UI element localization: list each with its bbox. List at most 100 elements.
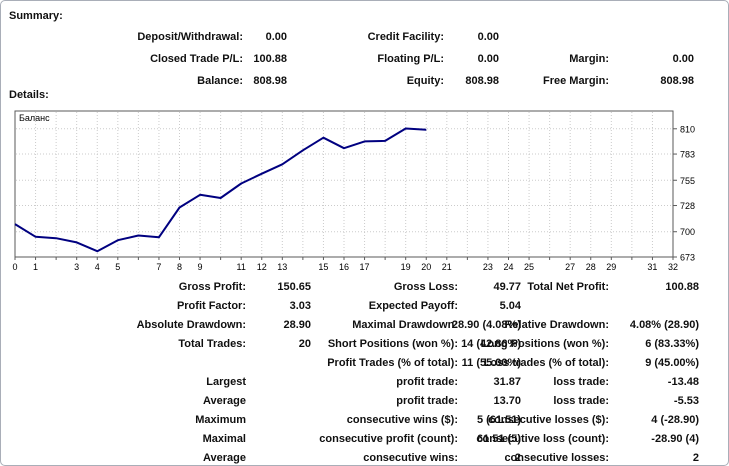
stat-value: 100.88 bbox=[253, 53, 287, 65]
stat-label: Free Margin: bbox=[542, 75, 609, 87]
stat-label: Maximal bbox=[202, 432, 246, 445]
summary-row: Deposit/Withdrawal: 0.00 Credit Facility… bbox=[9, 26, 694, 48]
y-tick-label: 700 bbox=[680, 227, 695, 237]
balance-line bbox=[14, 127, 427, 253]
x-tick-label: 3 bbox=[74, 262, 79, 272]
stat-label: Profit Trades (% of total): bbox=[327, 356, 458, 369]
stat-label: Credit Facility: bbox=[367, 31, 444, 43]
stat-label: Closed Trade P/L: bbox=[150, 53, 243, 65]
stat-label: Equity: bbox=[406, 75, 444, 87]
stat-label: Average bbox=[202, 394, 246, 407]
details-heading: Details: bbox=[9, 89, 49, 101]
summary-heading: Summary: bbox=[9, 10, 63, 22]
stat-label: consecutive loss (count): bbox=[476, 432, 609, 445]
details-table: Gross Profit: 150.65 Gross Loss: 49.77 T… bbox=[9, 277, 699, 465]
stat-value: 0.00 bbox=[477, 53, 499, 65]
x-tick-label: 32 bbox=[668, 262, 678, 272]
x-tick-label: 19 bbox=[401, 262, 411, 272]
x-tick-label: 25 bbox=[524, 262, 534, 272]
stat-label: Loss trades (% of total): bbox=[483, 356, 609, 369]
x-tick-label: 24 bbox=[503, 262, 513, 272]
stat-value: 20 bbox=[298, 337, 311, 350]
x-tick-label: 28 bbox=[586, 262, 596, 272]
y-tick-label: 673 bbox=[680, 253, 695, 263]
x-tick-label: 11 bbox=[237, 262, 246, 272]
stat-value: 14 (42.86%) bbox=[461, 337, 521, 350]
stat-value: 31.87 bbox=[493, 375, 521, 388]
stat-label: consecutive losses ($): bbox=[487, 413, 609, 426]
stat-label: loss trade: bbox=[553, 394, 609, 407]
y-tick-label: 755 bbox=[680, 176, 695, 186]
stat-row: Maximum consecutive wins ($): 5 (61.51) … bbox=[9, 410, 699, 429]
stat-label: Total Net Profit: bbox=[527, 280, 609, 293]
stat-value: 808.98 bbox=[465, 75, 499, 87]
stat-label: profit trade: bbox=[396, 375, 458, 388]
stat-label: Expected Payoff: bbox=[368, 299, 458, 312]
x-tick-label: 1 bbox=[33, 262, 38, 272]
stat-label: Absolute Drawdown: bbox=[136, 318, 246, 331]
stat-value: 4 (-28.90) bbox=[651, 413, 699, 426]
stat-value: 808.98 bbox=[660, 75, 694, 87]
stat-row: Average profit trade: 13.70 loss trade: … bbox=[9, 391, 699, 410]
y-tick-label: 810 bbox=[680, 124, 695, 134]
stat-label: Deposit/Withdrawal: bbox=[137, 31, 243, 43]
stat-value: 150.65 bbox=[277, 280, 311, 293]
stat-label: consecutive losses: bbox=[504, 451, 609, 464]
x-tick-label: 20 bbox=[421, 262, 431, 272]
stat-label: consecutive wins ($): bbox=[346, 413, 458, 426]
stat-value: 808.98 bbox=[253, 75, 287, 87]
stat-row: Average consecutive wins: 2 consecutive … bbox=[9, 448, 699, 465]
stat-label: Largest bbox=[206, 375, 246, 388]
stat-row: Absolute Drawdown: 28.90 Maximal Drawdow… bbox=[9, 315, 699, 334]
x-tick-label: 17 bbox=[360, 262, 370, 272]
stat-value: 2 bbox=[692, 451, 699, 464]
x-tick-label: 23 bbox=[483, 262, 493, 272]
x-tick-label: 7 bbox=[156, 262, 161, 272]
x-tick-label: 0 bbox=[12, 262, 17, 272]
stat-label: Average bbox=[202, 451, 246, 464]
x-tick-label: 12 bbox=[257, 262, 267, 272]
stat-label: consecutive profit (count): bbox=[319, 432, 458, 445]
stat-value: 0.00 bbox=[672, 53, 694, 65]
stat-value: -28.90 (4) bbox=[651, 432, 699, 445]
stat-label: Maximum bbox=[195, 413, 246, 426]
stat-label: Long Positions (won %): bbox=[480, 337, 609, 350]
x-tick-label: 8 bbox=[177, 262, 182, 272]
stat-value: 5.04 bbox=[499, 299, 521, 312]
x-tick-label: 16 bbox=[339, 262, 349, 272]
x-tick-label: 21 bbox=[442, 262, 452, 272]
stat-value: -5.53 bbox=[673, 394, 699, 407]
stat-value: 3.03 bbox=[289, 299, 311, 312]
y-tick-label: 728 bbox=[680, 201, 695, 211]
x-tick-label: 5 bbox=[115, 262, 120, 272]
stat-value: 2 bbox=[514, 451, 521, 464]
stat-row: Profit Trades (% of total): 11 (55.00%) … bbox=[9, 353, 699, 372]
stat-label: Maximal Drawdown: bbox=[352, 318, 458, 331]
stat-value: 28.90 bbox=[283, 318, 311, 331]
stat-row: Profit Factor: 3.03 Expected Payoff: 5.0… bbox=[9, 296, 699, 315]
stat-label: Gross Loss: bbox=[393, 280, 458, 293]
x-tick-label: 13 bbox=[277, 262, 287, 272]
stat-row: Total Trades: 20 Short Positions (won %)… bbox=[9, 334, 699, 353]
stat-value: 11 (55.00%) bbox=[461, 356, 521, 369]
stat-label: Relative Drawdown: bbox=[504, 318, 609, 331]
stat-row: Largest profit trade: 31.87 loss trade: … bbox=[9, 372, 699, 391]
stat-value: 0.00 bbox=[265, 31, 287, 43]
stat-value: 61.51 (5) bbox=[476, 432, 521, 445]
y-tick-label: 783 bbox=[680, 150, 695, 160]
chart-area: 673 700 728 755 783 810 0 1 3 4 5 7 8 9 11 12 13 15 16 17 19… bbox=[8, 104, 723, 272]
stat-row: Gross Profit: 150.65 Gross Loss: 49.77 T… bbox=[9, 277, 699, 296]
x-tick-label: 27 bbox=[565, 262, 575, 272]
stat-label: Margin: bbox=[569, 53, 609, 65]
stat-label: Total Trades: bbox=[178, 337, 246, 350]
stat-value: 100.88 bbox=[665, 280, 699, 293]
summary-table: Deposit/Withdrawal: 0.00 Credit Facility… bbox=[9, 26, 694, 92]
stat-value: 4.08% (28.90) bbox=[629, 318, 699, 331]
stat-label: Profit Factor: bbox=[176, 299, 246, 312]
stat-label: loss trade: bbox=[553, 375, 609, 388]
summary-row: Closed Trade P/L: 100.88 Floating P/L: 0… bbox=[9, 48, 694, 70]
stat-label: Balance: bbox=[197, 75, 243, 87]
chart-series-label: Баланс bbox=[19, 113, 50, 123]
stat-value: 5 (61.51) bbox=[476, 413, 521, 426]
